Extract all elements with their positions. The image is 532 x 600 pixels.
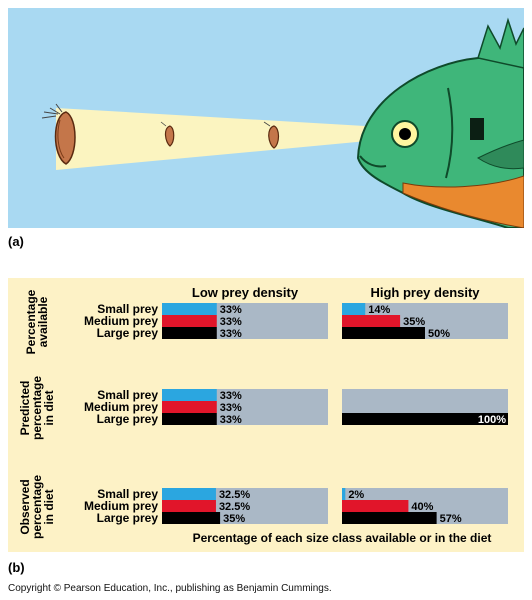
row-label-line: in diet bbox=[42, 390, 56, 425]
bar-medium bbox=[342, 500, 408, 512]
bar-small bbox=[162, 488, 216, 500]
x-axis-label: Percentage of each size class available … bbox=[193, 531, 492, 545]
bar-small bbox=[162, 303, 217, 315]
category-label-large: Large prey bbox=[97, 326, 159, 340]
bar-value-label: 14% bbox=[368, 304, 390, 316]
bar-small bbox=[162, 389, 217, 401]
bar-large bbox=[342, 327, 425, 339]
bar-medium bbox=[162, 500, 216, 512]
bar-large bbox=[342, 512, 437, 524]
bar-value-label: 35% bbox=[403, 316, 425, 328]
bar-large bbox=[162, 512, 220, 524]
bar-value-label: 33% bbox=[220, 304, 242, 316]
row-label-line: available bbox=[36, 296, 50, 347]
bar-value-label: 57% bbox=[440, 513, 462, 525]
panel-b-label: (b) bbox=[8, 560, 25, 575]
bar-medium bbox=[342, 315, 400, 327]
bar-large bbox=[162, 327, 217, 339]
bar-medium bbox=[162, 401, 217, 413]
bar-value-label: 32.5% bbox=[219, 501, 250, 513]
bar-value-label: 35% bbox=[223, 513, 245, 525]
bar-value-label: 50% bbox=[428, 328, 450, 340]
bar-value-label: 100% bbox=[478, 414, 506, 426]
bar-large bbox=[162, 413, 217, 425]
bar-value-label: 33% bbox=[220, 390, 242, 402]
bar-value-label: 33% bbox=[220, 316, 242, 328]
bar-value-label: 32.5% bbox=[219, 489, 250, 501]
copyright-text: Copyright © Pearson Education, Inc., pub… bbox=[8, 583, 332, 594]
row-label-line: in diet bbox=[42, 489, 56, 524]
bar-value-label: 33% bbox=[220, 414, 242, 426]
bar-small bbox=[342, 488, 345, 500]
column-header-high: High prey density bbox=[370, 285, 480, 300]
bar-medium bbox=[162, 315, 217, 327]
column-header-low: Low prey density bbox=[192, 285, 299, 300]
bar-value-label: 40% bbox=[411, 501, 433, 513]
panel-a-label: (a) bbox=[8, 234, 24, 249]
bar-value-label: 33% bbox=[220, 328, 242, 340]
bar-small bbox=[342, 303, 365, 315]
bar-value-label: 33% bbox=[220, 402, 242, 414]
prey-selection-chart: Low prey density High prey density Percent… bbox=[8, 278, 524, 552]
fish-prey-illustration bbox=[8, 8, 524, 228]
category-label-large: Large prey bbox=[97, 511, 159, 525]
category-label-large: Large prey bbox=[97, 412, 159, 426]
bar-value-label: 2% bbox=[348, 489, 364, 501]
